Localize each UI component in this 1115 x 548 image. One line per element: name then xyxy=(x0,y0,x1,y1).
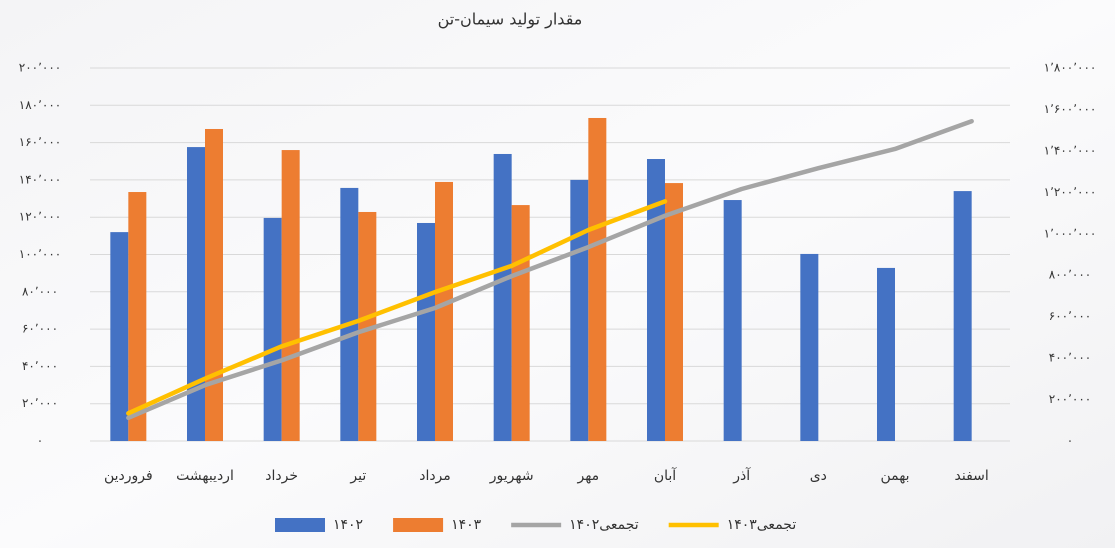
bar xyxy=(358,211,377,441)
y-tick-label: ۱۴۰٬۰۰۰ xyxy=(19,172,62,186)
y2-tick-label: ۰ xyxy=(1067,434,1073,448)
x-tick-label: آذر xyxy=(732,467,751,484)
x-tick-label: مهر xyxy=(576,468,599,484)
x-tick-label: اسفند xyxy=(955,468,989,484)
bar xyxy=(187,147,205,442)
bar xyxy=(128,192,147,441)
bar xyxy=(570,179,589,441)
line xyxy=(126,118,974,421)
y2-tick-label: ۸۰۰٬۰۰۰ xyxy=(1049,268,1092,282)
x-tick-label: مرداد xyxy=(419,468,451,484)
y-tick-label: ۱۲۰٬۰۰۰ xyxy=(19,210,62,224)
bar xyxy=(110,232,129,441)
legend-swatch xyxy=(275,518,325,532)
bar xyxy=(647,159,665,441)
y-tick-label: ۴۰٬۰۰۰ xyxy=(22,359,58,373)
y2-tick-label: ۱٬۸۰۰٬۰۰۰ xyxy=(1044,61,1097,75)
y-tick-label: ۶۰٬۰۰۰ xyxy=(22,322,58,336)
y-tick-label: ۲۰٬۰۰۰ xyxy=(22,396,58,410)
y2-tick-label: ۶۰۰٬۰۰۰ xyxy=(1049,309,1092,323)
legend-label: ۱۴۰۲ xyxy=(333,517,363,533)
x-tick-label: آبان xyxy=(654,467,677,484)
y-tick-label: ۲۰۰٬۰۰۰ xyxy=(19,61,62,75)
bar xyxy=(493,153,512,441)
y2-tick-label: ۴۰۰٬۰۰۰ xyxy=(1049,351,1092,365)
bar xyxy=(953,191,972,441)
bar xyxy=(800,253,819,441)
legend-label: ۱۴۰۳ xyxy=(451,517,482,533)
legend-swatch xyxy=(393,518,444,532)
bar xyxy=(588,117,607,442)
y2-tick-label: ۱٬۲۰۰٬۰۰۰ xyxy=(1044,185,1097,199)
x-tick-label: بهمن xyxy=(880,468,909,484)
y-tick-label: ۸۰٬۰۰۰ xyxy=(22,284,58,298)
x-tick-label: شهریور xyxy=(489,468,534,484)
bar xyxy=(281,150,300,441)
legend-label: تجمعی۱۴۰۳ xyxy=(727,517,797,533)
y2-tick-label: ۱٬۰۰۰٬۰۰۰ xyxy=(1044,226,1097,240)
y2-tick-label: ۲۰۰٬۰۰۰ xyxy=(1049,392,1092,406)
x-tick-label: فروردین xyxy=(104,468,153,484)
y-tick-label: ۱۸۰٬۰۰۰ xyxy=(19,98,62,112)
y2-tick-label: ۱٬۶۰۰٬۰۰۰ xyxy=(1044,102,1097,116)
bar xyxy=(435,181,453,441)
y2-tick-label: ۱٬۴۰۰٬۰۰۰ xyxy=(1044,143,1097,157)
bar xyxy=(417,222,435,441)
bar xyxy=(665,183,683,441)
y-tick-label: ۱۶۰٬۰۰۰ xyxy=(19,135,62,149)
chart-title: مقدار تولید سیمان-تن xyxy=(438,10,583,30)
y-tick-label: ۰ xyxy=(37,434,43,448)
bar xyxy=(511,205,530,441)
line xyxy=(126,199,668,416)
bar xyxy=(263,217,282,441)
x-tick-label: دی xyxy=(810,468,827,484)
x-tick-label: خرداد xyxy=(265,468,298,484)
x-tick-label: اردیبهشت xyxy=(176,468,234,484)
x-tick-label: تیر xyxy=(349,468,366,484)
bar xyxy=(723,200,742,441)
bar xyxy=(340,187,359,441)
bar xyxy=(205,128,223,441)
bar xyxy=(877,267,895,441)
legend-label: تجمعی۱۴۰۲ xyxy=(569,517,639,533)
y-tick-label: ۱۰۰٬۰۰۰ xyxy=(19,247,62,261)
